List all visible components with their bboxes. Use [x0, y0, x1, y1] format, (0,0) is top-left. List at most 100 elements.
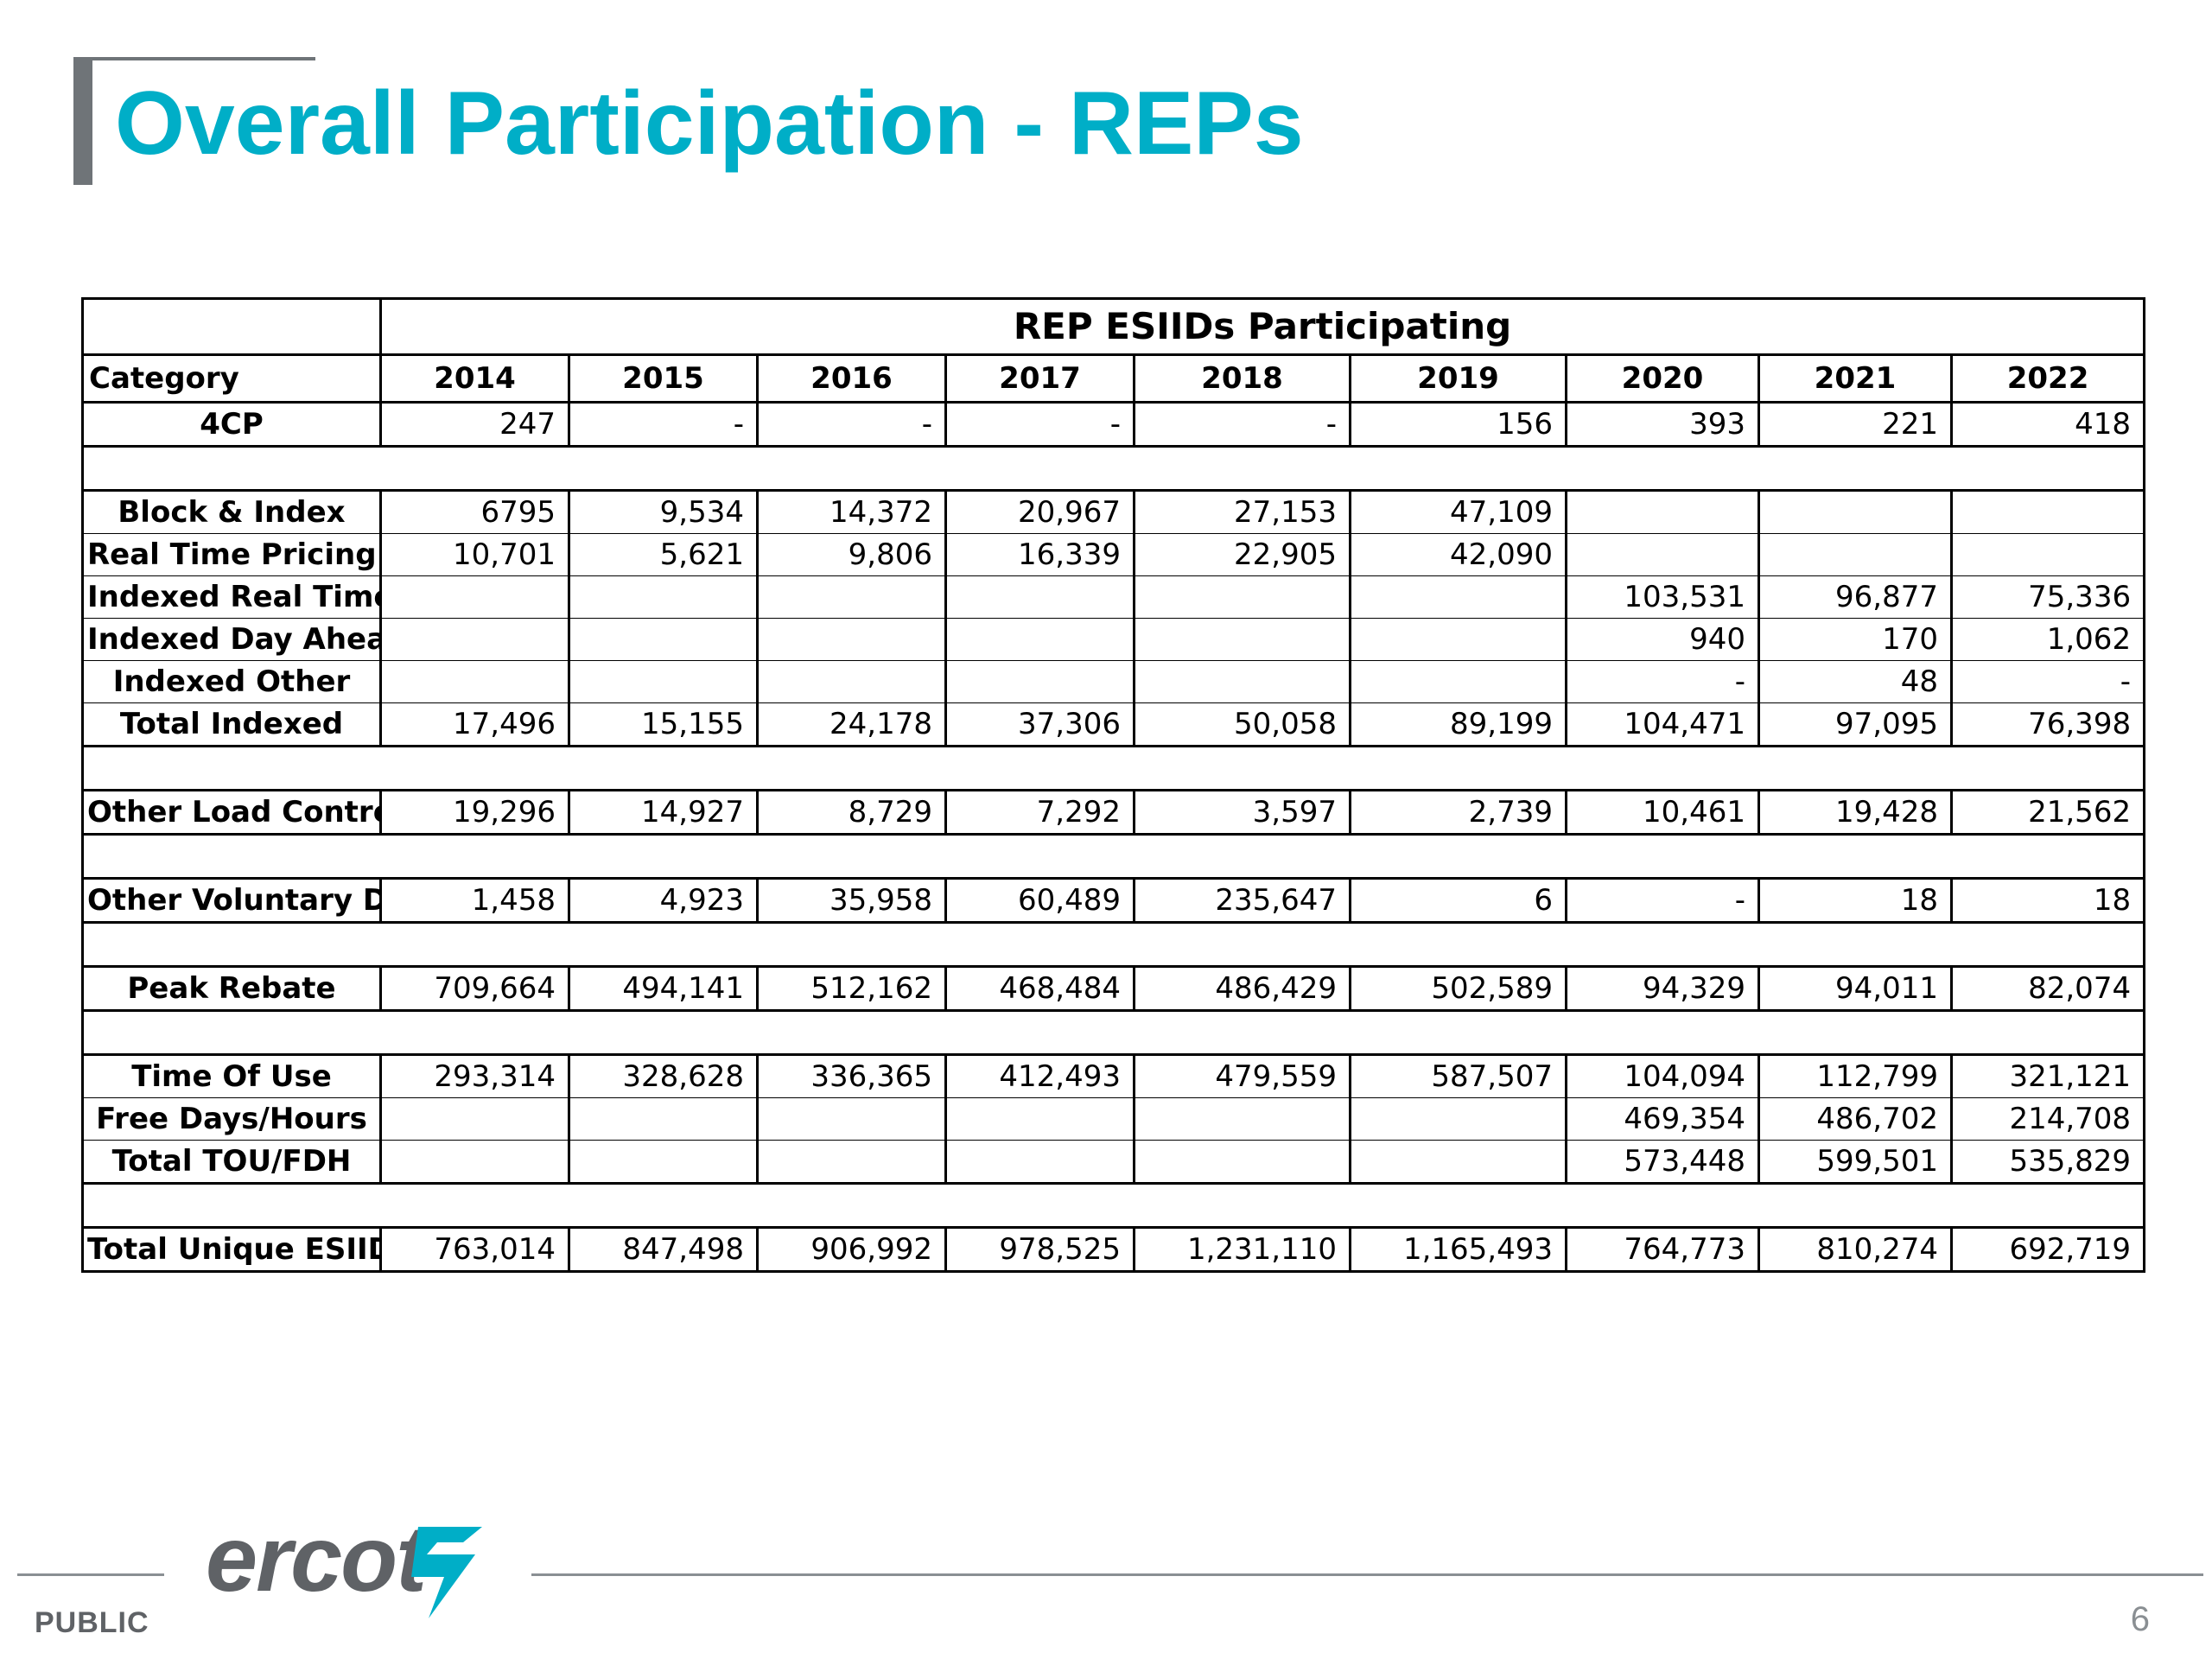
value-cell: [1349, 1140, 1567, 1185]
title-accent-line: [73, 57, 315, 60]
value-cell: -: [756, 401, 947, 448]
table-body: 4CP 247- - - -156 393 221 418 Block & Index 6795 9…: [80, 401, 2146, 1273]
spacer-row: [80, 1009, 2146, 1056]
value-cell: 96,877: [1758, 575, 1953, 619]
table-row: Time Of Use 293,314 328,628 336,365 412,493 4…: [81, 1053, 2146, 1098]
value-cell: 6: [1349, 877, 1567, 924]
table-row: Indexed Real Time 103,531 96,877 75,336: [81, 575, 2146, 619]
value-cell: [944, 1097, 1135, 1141]
table-row: Indexed Day Ahead 940 170 1,062: [81, 618, 2146, 661]
value-cell: 418: [1949, 401, 2146, 448]
value-cell: 810,274: [1758, 1226, 1953, 1273]
value-cell: 82,074: [1949, 965, 2146, 1012]
category-cell: Indexed Other: [81, 660, 382, 703]
value-cell: [1758, 533, 1953, 576]
slide-title: Overall Participation - REPs: [115, 73, 1304, 174]
table-row: Free Days/Hours 469,354 486,702 214,708: [81, 1097, 2146, 1141]
value-cell: 1,062: [1949, 618, 2146, 661]
spacer-row: [80, 445, 2146, 492]
value-cell: 469,354: [1565, 1097, 1760, 1141]
value-cell: 35,958: [756, 877, 947, 924]
value-cell: 42,090: [1349, 533, 1567, 576]
value-cell: [1565, 489, 1760, 534]
value-cell: [568, 575, 759, 619]
value-cell: 599,501: [1758, 1140, 1953, 1185]
value-cell: 336,365: [756, 1053, 947, 1098]
value-cell: [1349, 618, 1567, 661]
value-cell: [1349, 660, 1567, 703]
value-cell: 50,058: [1133, 702, 1351, 747]
value-cell: 535,829: [1949, 1140, 2146, 1185]
table-row: Peak Rebate 709,664 494,141 512,162 468,484 4…: [81, 965, 2146, 1012]
value-cell: 24,178: [756, 702, 947, 747]
year-header-row: Category 2014 2015 2016 2017 2018 2019 2020 202…: [81, 353, 2146, 404]
value-cell: [756, 1097, 947, 1141]
value-cell: [756, 618, 947, 661]
spacer-row: [80, 921, 2146, 968]
year-header: 2021: [1758, 353, 1953, 404]
value-cell: 94,011: [1758, 965, 1953, 1012]
value-cell: [568, 618, 759, 661]
value-cell: -: [1565, 877, 1760, 924]
footer-divider-right: [531, 1573, 2203, 1576]
year-header: 2016: [756, 353, 947, 404]
value-cell: 104,094: [1565, 1053, 1760, 1098]
value-cell: [756, 660, 947, 703]
value-cell: 235,647: [1133, 877, 1351, 924]
category-cell: Total Unique ESIIDs: [81, 1226, 382, 1273]
value-cell: [379, 618, 570, 661]
table-row: Total TOU/FDH 573,448 599,501 535,829: [81, 1140, 2146, 1185]
value-cell: 479,559: [1133, 1053, 1351, 1098]
value-cell: [1349, 575, 1567, 619]
value-cell: 94,329: [1565, 965, 1760, 1012]
table-row: Other Load Control 19,296 14,927 8,729 7,292…: [81, 789, 2146, 836]
value-cell: 328,628: [568, 1053, 759, 1098]
value-cell: 60,489: [944, 877, 1135, 924]
value-cell: 709,664: [379, 965, 570, 1012]
value-cell: [1758, 489, 1953, 534]
spacer-row: [80, 745, 2146, 791]
value-cell: -: [1133, 401, 1351, 448]
value-cell: 9,806: [756, 533, 947, 576]
value-cell: 4,923: [568, 877, 759, 924]
value-cell: 763,014: [379, 1226, 570, 1273]
participation-table-container: REP ESIIDs Participating Category 2014 20…: [80, 297, 2146, 1273]
value-cell: [944, 618, 1135, 661]
year-header: 2022: [1949, 353, 2146, 404]
table-row: Other Voluntary DR 1,458 4,923 35,958 60,489…: [81, 877, 2146, 924]
year-header: 2017: [944, 353, 1135, 404]
value-cell: [568, 660, 759, 703]
value-cell: 573,448: [1565, 1140, 1760, 1185]
value-cell: [944, 1140, 1135, 1185]
value-cell: 170: [1758, 618, 1953, 661]
year-header: 2019: [1349, 353, 1567, 404]
table-row: Total Unique ESIIDs 763,014 847,498 906,992…: [81, 1226, 2146, 1273]
value-cell: 15,155: [568, 702, 759, 747]
participation-table: REP ESIIDs Participating Category 2014 20…: [80, 297, 2146, 1273]
value-cell: 18: [1758, 877, 1953, 924]
table-row: Real Time Pricing 10,701 5,621 9,806 16,339 2…: [81, 533, 2146, 576]
value-cell: 14,372: [756, 489, 947, 534]
spacer-cell: [80, 1182, 2146, 1229]
value-cell: [379, 575, 570, 619]
value-cell: 22,905: [1133, 533, 1351, 576]
table-row: Indexed Other -48-: [81, 660, 2146, 703]
footer-divider-left: [17, 1573, 164, 1576]
value-cell: 10,701: [379, 533, 570, 576]
value-cell: 940: [1565, 618, 1760, 661]
value-cell: [1349, 1097, 1567, 1141]
category-cell: Peak Rebate: [81, 965, 382, 1012]
value-cell: [1133, 575, 1351, 619]
ercot-logo: ercot: [206, 1506, 499, 1629]
value-cell: 16,339: [944, 533, 1135, 576]
category-cell: Indexed Real Time: [81, 575, 382, 619]
value-cell: 906,992: [756, 1226, 947, 1273]
value-cell: 37,306: [944, 702, 1135, 747]
value-cell: 19,296: [379, 789, 570, 836]
value-cell: 20,967: [944, 489, 1135, 534]
category-cell: 4CP: [81, 401, 382, 448]
value-cell: 847,498: [568, 1226, 759, 1273]
category-cell: Total TOU/FDH: [81, 1140, 382, 1185]
year-header: 2020: [1565, 353, 1760, 404]
value-cell: [1133, 1140, 1351, 1185]
